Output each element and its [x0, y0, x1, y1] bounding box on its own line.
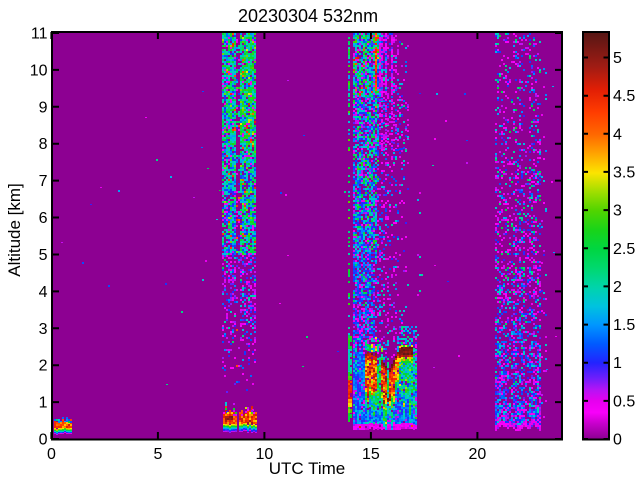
svg-text:2: 2	[613, 279, 622, 296]
svg-text:5: 5	[39, 247, 48, 264]
svg-text:2: 2	[39, 358, 48, 375]
svg-text:6: 6	[39, 210, 48, 227]
svg-text:9: 9	[39, 99, 48, 116]
svg-text:4.5: 4.5	[613, 88, 635, 105]
svg-text:3: 3	[39, 321, 48, 338]
svg-text:Altitude [km]: Altitude [km]	[5, 183, 24, 277]
svg-text:0: 0	[613, 432, 622, 449]
svg-text:4: 4	[39, 284, 48, 301]
svg-text:1: 1	[613, 355, 622, 372]
svg-text:1: 1	[39, 395, 48, 412]
svg-text:3: 3	[613, 203, 622, 220]
svg-text:5: 5	[613, 50, 622, 67]
svg-text:UTC Time: UTC Time	[269, 459, 346, 478]
svg-text:3.5: 3.5	[613, 164, 635, 181]
svg-text:20230304 532nm: 20230304 532nm	[238, 6, 378, 26]
svg-text:11: 11	[31, 26, 48, 43]
svg-text:7: 7	[39, 173, 48, 190]
svg-text:20: 20	[469, 446, 487, 463]
svg-text:15: 15	[362, 446, 380, 463]
svg-text:2.5: 2.5	[613, 241, 635, 258]
svg-text:1.5: 1.5	[613, 317, 635, 334]
svg-text:8: 8	[39, 136, 48, 153]
svg-text:10: 10	[256, 446, 274, 463]
svg-text:4: 4	[613, 126, 622, 143]
svg-text:5: 5	[153, 446, 162, 463]
svg-text:0: 0	[39, 432, 48, 449]
svg-text:10: 10	[30, 62, 48, 79]
svg-text:0: 0	[47, 446, 56, 463]
svg-text:0.5: 0.5	[613, 393, 635, 410]
